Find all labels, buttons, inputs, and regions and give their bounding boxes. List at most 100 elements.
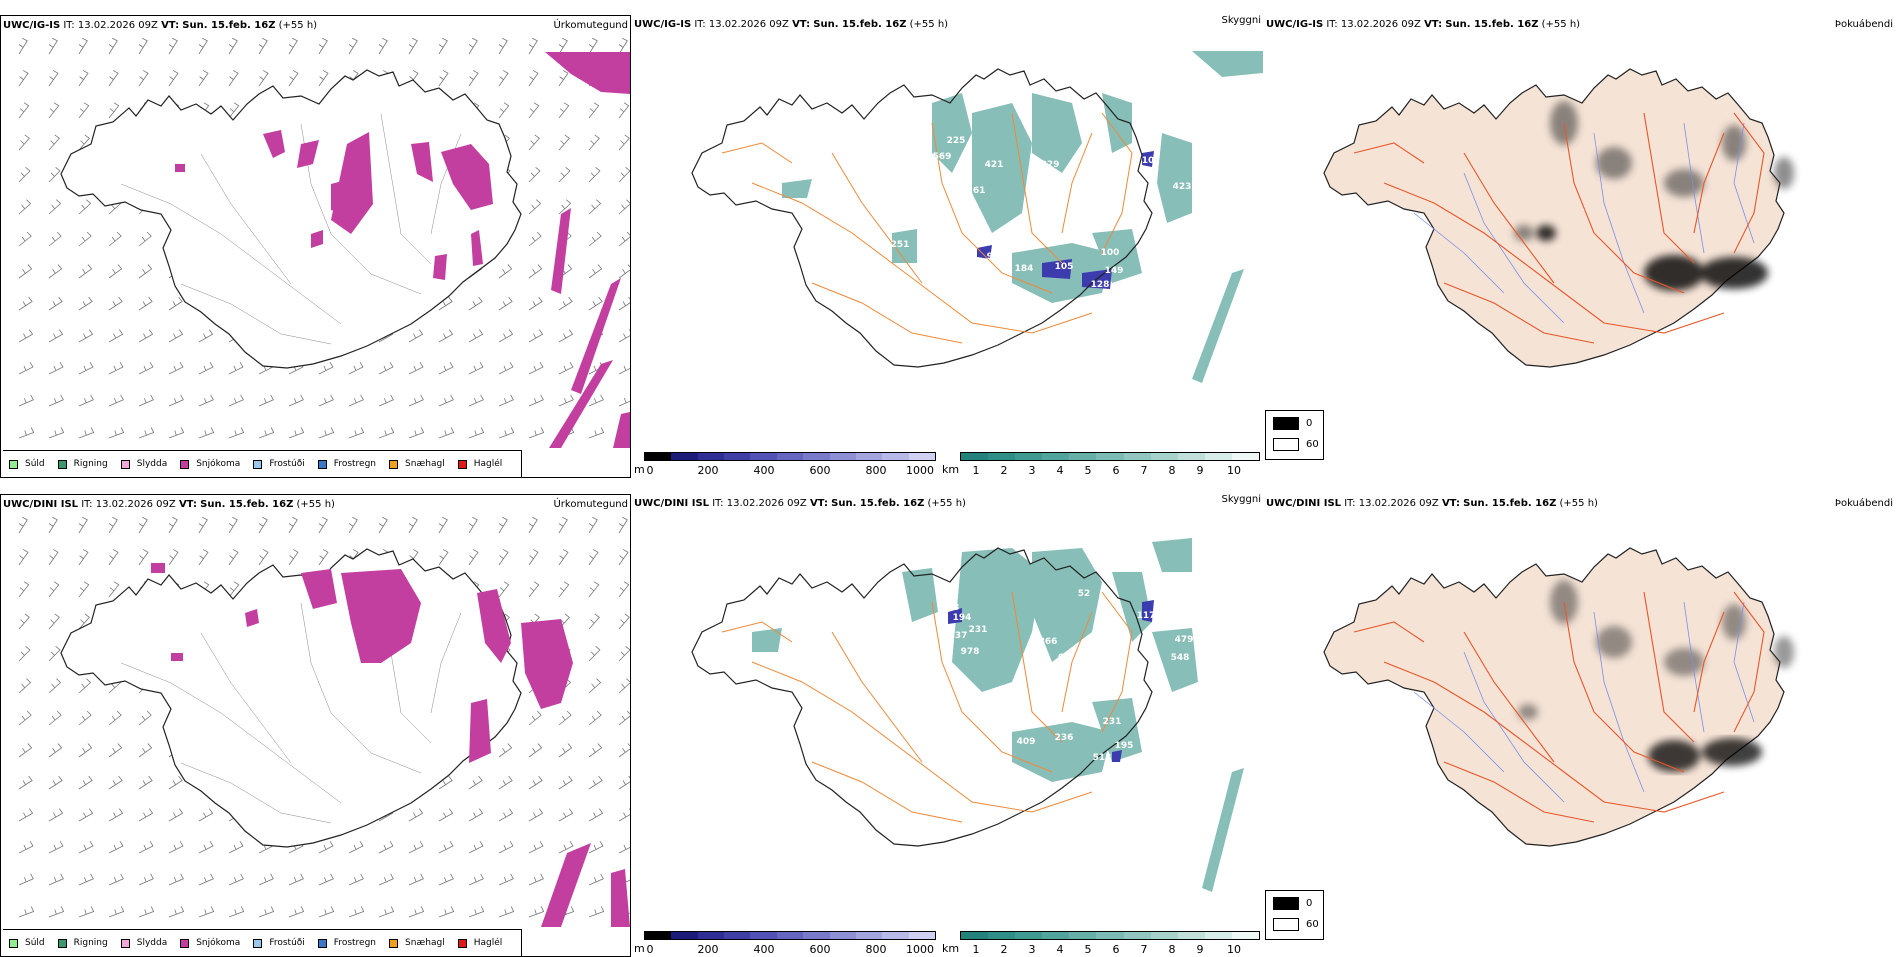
legend-item: Rigning [57,938,108,948]
fog-legend-label: 60 [1306,439,1319,450]
wind-barbs [18,516,630,918]
legend-swatch [389,459,399,469]
wind-barb [48,427,65,439]
wind-barb [48,906,65,918]
fog-map [1323,547,1794,847]
wind-barb [198,808,214,822]
wind-barb [498,743,513,758]
wind-barb [108,361,124,375]
wind-barb [528,873,544,886]
roads [721,591,1133,823]
wind-barb [528,264,543,279]
wind-barb [528,808,544,822]
legend-swatch [9,938,18,948]
wind-barb [78,70,89,87]
visibility-tick: 9 [1196,464,1204,477]
ceiling-tick: 200 [697,464,719,477]
legend-item: Frostúði [253,938,305,948]
legend-item: Snjókoma [180,459,240,469]
ceiling-label: 231 [1103,717,1122,727]
legend-item: Frostúði [253,459,305,469]
wind-barb [198,840,214,854]
wind-barb [588,199,602,215]
wind-barb [438,394,454,407]
wind-barb [78,549,89,566]
wind-barb [108,743,123,758]
wind-barb [48,134,60,151]
wind-barb [468,329,484,343]
wind-barb [258,906,275,918]
wind-barb [138,549,149,566]
snowfall-areas [175,52,630,448]
wind-barb [498,581,510,598]
wind-barb [528,906,545,918]
wind-barb [48,581,60,598]
wind-barb [108,70,119,87]
wind-barb [138,231,152,247]
wind-barb [408,394,424,407]
wind-barb [618,710,630,726]
wind-barb [378,37,388,55]
dense-fog-areas [1536,225,1768,291]
wind-barb [48,70,59,87]
ceiling-tick: 1000 [906,464,934,477]
wind-barb [228,37,238,55]
wind-barb [348,840,364,854]
wind-barb [618,166,630,183]
wind-barb [588,645,601,662]
fog-legend-swatch [1273,918,1299,931]
ceiling-label: 513 [1093,753,1112,763]
wind-barb [408,37,418,55]
wind-barb [108,775,123,790]
wind-barb [48,613,60,630]
wind-barb [618,231,630,247]
wind-barb [48,329,64,343]
wind-barb [48,710,62,726]
visibility-tick: 5 [1084,464,1092,477]
wind-barb [258,394,274,407]
wind-barb [618,743,630,758]
wind-barb [618,516,628,534]
ceiling-label: 52 [1078,589,1091,599]
visibility-map: 225 569 421 161 229 950 391 10 423 251 2… [691,51,1263,383]
wind-barb [318,549,329,566]
wind-barb [78,361,94,375]
wind-barb [588,264,603,279]
ceiling-label: 217 [943,244,962,254]
wind-barb [558,743,573,758]
wind-barb [318,70,329,87]
wind-barb [468,775,483,790]
wind-barb [18,645,31,662]
wind-barb [168,329,184,343]
wind-barb [408,808,424,822]
ceiling-label: 231 [969,625,988,635]
panel-title: Úrkomutegund [553,499,628,510]
precip-type-legend: Súld Rigning Slydda Snjókoma Frostúði Fr… [3,450,523,477]
wind-barb [168,906,185,918]
wind-barb [48,516,58,534]
wind-barb [198,394,214,407]
wind-barb [78,743,93,758]
wind-barb [618,361,630,375]
wind-barb [408,840,424,854]
wind-barb [108,231,122,247]
wind-barb [438,70,449,87]
wind-barb [138,37,148,55]
wind-barb [78,199,92,215]
wind-barb [258,70,269,87]
wind-barb [438,296,453,311]
ceiling-label: 56 [1050,671,1063,681]
wind-barb [348,361,364,375]
wind-barb [438,516,448,534]
wind-barb [408,427,425,439]
wind-barb [558,199,572,215]
roads [721,112,1133,344]
wind-barb [138,394,154,407]
wind-barb [228,102,240,119]
wind-barb [78,775,93,790]
ceiling-tick: 400 [753,464,775,477]
wind-barb [18,70,29,87]
wind-barb [588,296,603,311]
wind-barb [108,37,118,55]
wind-barb [438,808,454,822]
